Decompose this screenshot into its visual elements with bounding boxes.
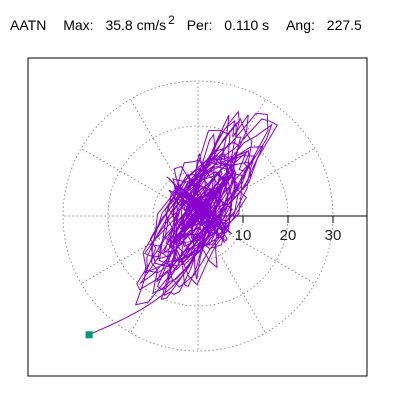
plot-frame <box>27 57 368 377</box>
angle-value: 227.5 <box>326 17 362 33</box>
grid-spoke-60 <box>197 98 266 217</box>
station-name: AATN <box>10 17 47 33</box>
grid-spoke-240 <box>130 215 199 334</box>
radial-axis: 10 20 30 <box>198 215 367 244</box>
grid-spoke-120 <box>130 98 199 217</box>
grid-spoke-300 <box>197 215 266 334</box>
trace-header: AATN Max: 35.8 cm/s 2 Per: 0.110 s Ang: 2… <box>10 13 362 36</box>
angle-label: Ang: <box>286 17 315 33</box>
grid-spoke-30 <box>197 148 316 217</box>
period-label: Per: <box>186 17 213 33</box>
radial-tick-label-10: 10 <box>235 227 252 244</box>
grid-spoke-150 <box>80 148 199 217</box>
radial-tick-label-30: 30 <box>325 227 342 244</box>
trace-end-marker <box>85 331 93 339</box>
particle-motion-trace <box>88 110 278 336</box>
grid-spoke-210 <box>80 215 199 284</box>
radial-tick-label-20: 20 <box>280 227 297 244</box>
max-label: Max: <box>63 17 94 33</box>
max-value: 35.8 cm/s <box>105 17 167 33</box>
max-unit-exponent: 2 <box>168 13 175 27</box>
period-value: 0.110 s <box>224 17 270 33</box>
grid-spoke-330 <box>197 215 316 284</box>
